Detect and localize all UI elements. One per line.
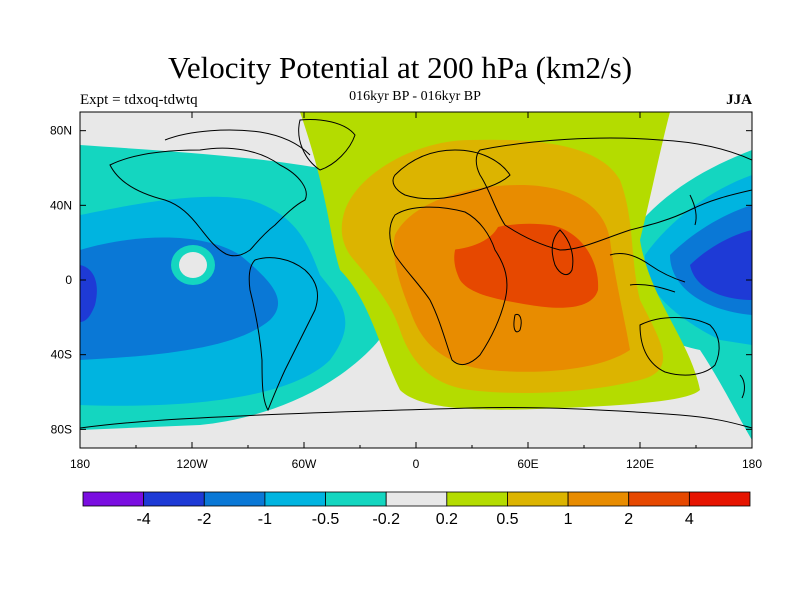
colorbar-label: 0.2: [436, 511, 458, 528]
plot-subtitle: 016kyr BP - 016kyr BP: [349, 89, 481, 104]
lat-tick-label: 40S: [51, 348, 72, 362]
contour-dateline-neg2: [80, 265, 97, 322]
colorbar-swatch: [385, 491, 448, 507]
colorbar-label: -4: [137, 511, 151, 528]
lat-tick-label: 80N: [50, 124, 72, 138]
colorbar-swatch: [143, 491, 205, 507]
colorbar: -4 -2 -1 -0.5 -0.2 0.2 0.5 1 2 4: [82, 491, 751, 528]
contour-wpac-neg2: [690, 230, 752, 300]
contour-level-pos2: [454, 223, 599, 308]
coastlines: [80, 119, 752, 429]
lon-tick-label: 120W: [176, 457, 208, 471]
colorbar-swatch: [203, 491, 266, 507]
colorbar-swatch: [688, 491, 751, 507]
colorbar-label: 2: [624, 511, 633, 528]
lon-tick-label: 180: [742, 457, 762, 471]
colorbar-swatch: [446, 491, 508, 507]
colorbar-label: -2: [197, 511, 211, 528]
colorbar-swatch: [82, 491, 145, 507]
axis-ticks: 180 120W 60W 0 60E 120E 180 80N 40N 0 40S 80S: [50, 112, 762, 471]
contour-level-pos2-west: [419, 218, 500, 250]
colorbar-swatch: [628, 491, 690, 507]
contour-field: [80, 112, 752, 448]
colorbar-swatch: [567, 491, 630, 507]
colorbar-label: 0.5: [496, 511, 518, 528]
colorbar-label: -0.2: [372, 511, 400, 528]
lat-tick-label: 0: [65, 273, 72, 287]
lon-tick-label: 60W: [292, 457, 317, 471]
colorbar-label: 4: [685, 511, 694, 528]
lat-tick-label: 40N: [50, 198, 72, 212]
lon-tick-label: 60E: [517, 457, 538, 471]
lon-tick-label: 180: [70, 457, 90, 471]
colorbar-swatch: [325, 491, 387, 507]
colorbar-swatch: [264, 491, 326, 507]
lon-tick-label: 120E: [626, 457, 654, 471]
experiment-label: Expt = tdxoq-tdwtq: [80, 92, 198, 108]
lon-tick-label: 0: [413, 457, 420, 471]
contour-level-neg1: [80, 237, 279, 360]
lat-tick-label: 80S: [51, 422, 72, 436]
colorbar-label: -0.5: [312, 511, 340, 528]
colorbar-swatch: [507, 491, 569, 507]
colorbar-label: 1: [564, 511, 573, 528]
plot-title: Velocity Potential at 200 hPa (km2/s): [167, 50, 633, 85]
season-label: JJA: [726, 92, 752, 108]
colorbar-label: -1: [258, 511, 272, 528]
